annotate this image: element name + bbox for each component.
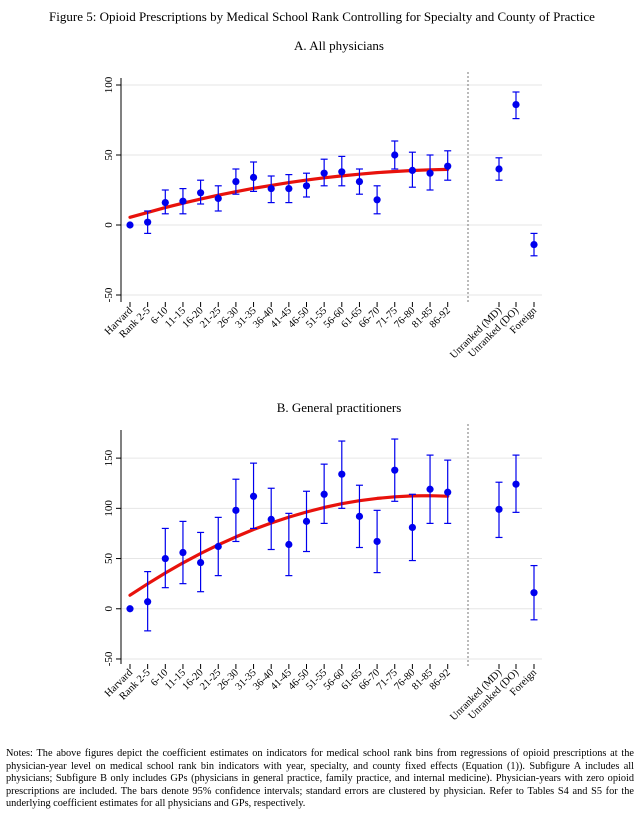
y-tick-label: -50 [103,651,115,666]
data-point [267,185,275,193]
data-point [161,199,169,207]
data-point [320,169,328,177]
y-tick-label: 100 [103,76,115,93]
y-tick-label: 50 [103,149,115,161]
data-point [232,178,240,186]
data-point [444,488,452,496]
data-point [530,589,538,597]
data-point [214,194,222,202]
y-tick-label: -50 [103,287,115,302]
y-tick-label: 150 [103,449,115,466]
data-point [426,485,434,493]
data-point [373,196,381,204]
data-point [495,505,503,513]
panel-title: B. General practitioners [277,400,402,415]
x-tick-label: 86-92 [428,667,453,692]
y-tick-label: 50 [103,553,115,565]
data-point [338,470,346,478]
figure-notes: Notes: The above figures depict the coef… [6,748,634,810]
data-point [232,506,240,514]
chart-panel-b: B. General practitioners-50050100150Harv… [103,400,542,723]
data-point [126,605,134,613]
data-point [179,548,187,557]
data-point [512,101,520,109]
data-point [302,182,311,190]
data-point [426,169,434,177]
data-point [249,173,258,181]
data-point [355,178,364,186]
data-point [355,512,364,520]
data-point [285,185,293,193]
figure-title: Figure 5: Opioid Prescriptions by Medica… [49,9,595,24]
data-point [391,466,399,474]
data-point [267,515,275,523]
data-point [444,162,452,170]
panel-title: A. All physicians [294,38,384,53]
y-tick-label: 0 [103,606,115,612]
data-point [214,542,222,551]
data-point [126,221,134,229]
data-point [373,537,381,546]
data-point [512,480,520,488]
data-point [197,558,205,567]
data-point [320,490,328,498]
data-point [495,165,503,173]
data-point [408,523,416,532]
data-point [285,540,293,549]
y-tick-label: 100 [103,500,115,517]
data-point [530,241,538,249]
data-point [144,218,152,226]
data-point [249,492,258,500]
data-point [197,189,205,197]
x-tick-label: 86-92 [428,305,453,330]
data-point [161,554,169,563]
data-point [338,168,346,176]
y-tick-label: 0 [103,222,115,228]
data-point [179,197,187,205]
data-point [302,517,311,525]
data-point [391,151,399,159]
data-point [144,598,152,606]
data-point [408,166,416,174]
